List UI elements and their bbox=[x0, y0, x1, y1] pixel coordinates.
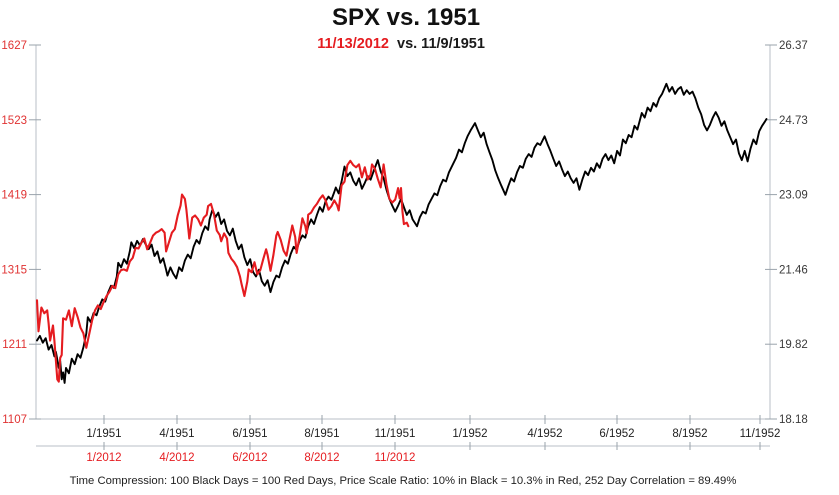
left-axis-price-label: 1627 bbox=[1, 40, 27, 52]
left-axis-price-label: 1211 bbox=[2, 339, 27, 351]
x-axis-black-label: 8/1951 bbox=[304, 428, 339, 440]
x-axis-black-label: 11/1951 bbox=[375, 428, 416, 440]
spx-2012-red-line bbox=[35, 159, 410, 383]
right-axis-price-label: 23.09 bbox=[779, 190, 808, 202]
spx-1951-black-line bbox=[36, 82, 768, 384]
x-axis-black-label: 11/1952 bbox=[740, 428, 781, 440]
axis-labels: 1627 26.37 1523 24.73 1419 23.09 1315 21.46 1211… bbox=[1, 40, 807, 464]
x-axis-red-label: 6/2012 bbox=[232, 452, 267, 464]
x-axis-black-label: 4/1952 bbox=[527, 428, 562, 440]
right-axis-price-label: 19.82 bbox=[779, 339, 808, 351]
x-axis-black-label: 1/1951 bbox=[86, 428, 121, 440]
x-axis-black-label: 4/1951 bbox=[159, 428, 194, 440]
left-axis-price-label: 1419 bbox=[1, 190, 27, 202]
x-axis-red-label: 8/2012 bbox=[304, 452, 339, 464]
x-axis-black-label: 6/1951 bbox=[232, 428, 267, 440]
right-axis-price-label: 24.73 bbox=[779, 115, 808, 127]
axis-ticks bbox=[29, 44, 777, 450]
x-axis-black-label: 1/1952 bbox=[452, 428, 487, 440]
x-axis-red-label: 11/2012 bbox=[375, 452, 416, 464]
subtitle-vs-text: vs. 11/9/1951 bbox=[397, 36, 485, 52]
chart-title: SPX vs. 1951 bbox=[332, 4, 480, 31]
footer-note: Time Compression: 100 Black Days = 100 R… bbox=[70, 475, 737, 487]
left-axis-price-label: 1523 bbox=[1, 115, 27, 127]
right-axis-price-label: 21.46 bbox=[779, 264, 808, 276]
x-axis-black-label: 6/1952 bbox=[599, 428, 634, 440]
left-axis-price-label: 1107 bbox=[2, 414, 27, 426]
x-axis-red-label: 1/2012 bbox=[86, 452, 121, 464]
axis-frame bbox=[35, 45, 771, 447]
x-axis-black-label: 8/1952 bbox=[672, 428, 707, 440]
x-axis-red-label: 4/2012 bbox=[159, 452, 194, 464]
left-axis-price-label: 1315 bbox=[1, 264, 27, 276]
right-axis-price-label: 18.18 bbox=[779, 414, 808, 426]
right-axis-price-label: 26.37 bbox=[779, 40, 808, 52]
subtitle-red-date: 11/13/2012 bbox=[317, 36, 389, 52]
